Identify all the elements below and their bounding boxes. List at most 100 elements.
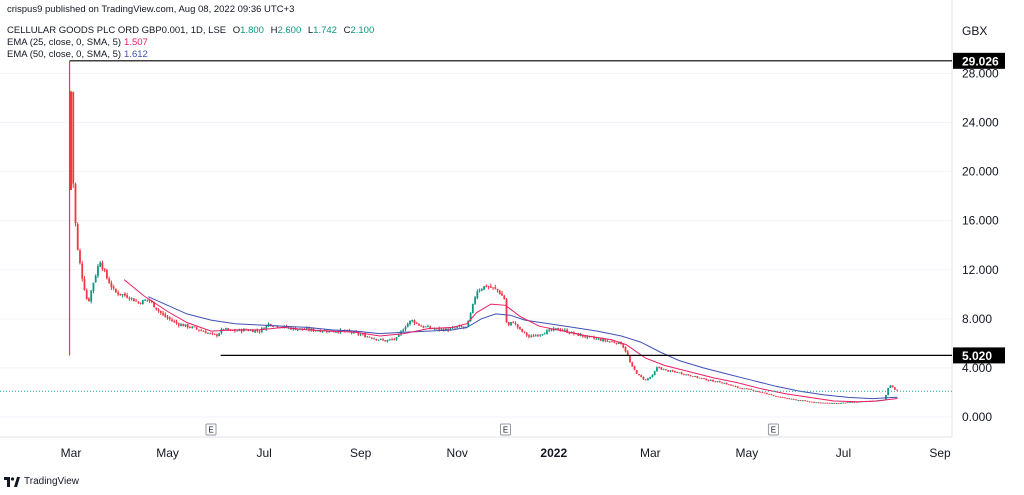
candle-body bbox=[99, 262, 102, 267]
candle-body bbox=[483, 286, 485, 290]
ema25-legend[interactable]: EMA (25, close, 0, SMA, 5) 1.507 bbox=[7, 37, 148, 49]
candle-body bbox=[191, 326, 194, 328]
low-label: L bbox=[307, 25, 314, 36]
candle-body bbox=[249, 330, 252, 331]
candle-body bbox=[586, 335, 589, 338]
horizontal-lines-layer: 29.026 5.020 bbox=[0, 52, 1005, 392]
candle-body bbox=[373, 338, 375, 340]
candle-body bbox=[521, 328, 524, 332]
candle-body bbox=[195, 327, 198, 330]
candle-body bbox=[775, 395, 777, 397]
candle-body bbox=[321, 331, 324, 333]
candle-body bbox=[469, 313, 472, 322]
candle-body bbox=[788, 398, 791, 400]
candle-body bbox=[312, 328, 315, 331]
candle-body bbox=[622, 344, 625, 348]
candle-body bbox=[828, 402, 831, 404]
candle-body bbox=[546, 330, 548, 335]
candle-body bbox=[198, 329, 200, 331]
candle-body bbox=[247, 330, 250, 331]
symbol-name[interactable]: CELLULAR GOODS PLC ORD GBP0.001, 1D, LSE bbox=[7, 25, 227, 36]
candle-body bbox=[130, 297, 133, 299]
candle-body bbox=[550, 329, 553, 331]
candle-body bbox=[492, 287, 494, 289]
candle-body bbox=[101, 262, 104, 270]
candle-body bbox=[415, 323, 418, 325]
candle-body bbox=[840, 402, 842, 404]
candles-layer bbox=[68, 61, 899, 405]
candle-body bbox=[146, 299, 149, 301]
candle-body bbox=[404, 327, 407, 330]
candle-body bbox=[153, 301, 155, 308]
candle-body bbox=[597, 338, 600, 340]
candle-body bbox=[418, 323, 420, 326]
candle-body bbox=[700, 378, 703, 379]
candle-body bbox=[411, 320, 414, 322]
candle-body bbox=[135, 300, 138, 302]
candle-body bbox=[72, 91, 75, 184]
candle-body bbox=[707, 380, 710, 382]
price-tag-label: 5.020 bbox=[962, 349, 992, 363]
candle-body bbox=[186, 324, 189, 328]
candle-body bbox=[792, 398, 795, 400]
candle-body bbox=[712, 380, 714, 382]
candle-body bbox=[265, 325, 268, 330]
candle-body bbox=[806, 400, 809, 402]
candle-body bbox=[705, 378, 708, 381]
candle-body bbox=[541, 334, 544, 335]
candle-body bbox=[276, 325, 279, 328]
candle-body bbox=[162, 312, 164, 315]
candle-body bbox=[471, 303, 474, 313]
candle-body bbox=[155, 307, 158, 310]
candle-body bbox=[523, 331, 526, 333]
candle-body bbox=[736, 386, 739, 388]
candle-body bbox=[602, 339, 604, 341]
time-tick-label: Jul bbox=[256, 446, 271, 460]
candle-body bbox=[532, 335, 535, 337]
candle-body bbox=[494, 287, 497, 289]
candle-body bbox=[891, 385, 894, 388]
ema50-legend[interactable]: EMA (50, close, 0, SMA, 5) 1.612 bbox=[7, 49, 148, 61]
candle-body bbox=[236, 330, 239, 332]
candle-body bbox=[855, 402, 858, 403]
candle-body bbox=[384, 340, 387, 342]
candle-body bbox=[379, 338, 382, 340]
candle-body bbox=[734, 385, 737, 387]
candle-body bbox=[716, 381, 719, 382]
candle-body bbox=[676, 371, 679, 373]
candle-body bbox=[561, 329, 564, 331]
time-tick-label: Nov bbox=[447, 446, 468, 460]
footer-brand[interactable]: TradingView bbox=[4, 476, 79, 487]
candle-body bbox=[168, 317, 171, 320]
currency-label[interactable]: GBX bbox=[962, 24, 988, 38]
candle-body bbox=[108, 278, 111, 284]
candle-body bbox=[555, 328, 557, 330]
close-value: 2.100 bbox=[350, 25, 375, 36]
candle-body bbox=[480, 289, 483, 291]
high-value: 2.600 bbox=[277, 25, 302, 36]
candle-body bbox=[173, 320, 176, 322]
candle-body bbox=[739, 387, 741, 389]
candle-body bbox=[718, 381, 721, 383]
candle-body bbox=[103, 269, 106, 271]
candle-body bbox=[92, 282, 95, 291]
candle-body bbox=[337, 331, 340, 333]
candle-body bbox=[368, 336, 371, 338]
candle-body bbox=[467, 320, 470, 328]
candle-body bbox=[640, 375, 643, 377]
candle-body bbox=[85, 290, 88, 300]
candle-body bbox=[694, 376, 696, 377]
candle-body bbox=[893, 387, 896, 390]
candle-body bbox=[382, 339, 384, 341]
candle-body bbox=[310, 328, 313, 331]
candle-body bbox=[510, 322, 512, 325]
candle-body bbox=[653, 371, 656, 376]
candle-body bbox=[94, 275, 97, 283]
candle-body bbox=[119, 293, 122, 295]
candle-body bbox=[644, 379, 647, 381]
candle-body bbox=[359, 334, 362, 336]
close-label: C bbox=[343, 25, 351, 36]
earnings-marker-label: E bbox=[503, 426, 508, 435]
ema50-value: 1.612 bbox=[124, 49, 148, 60]
